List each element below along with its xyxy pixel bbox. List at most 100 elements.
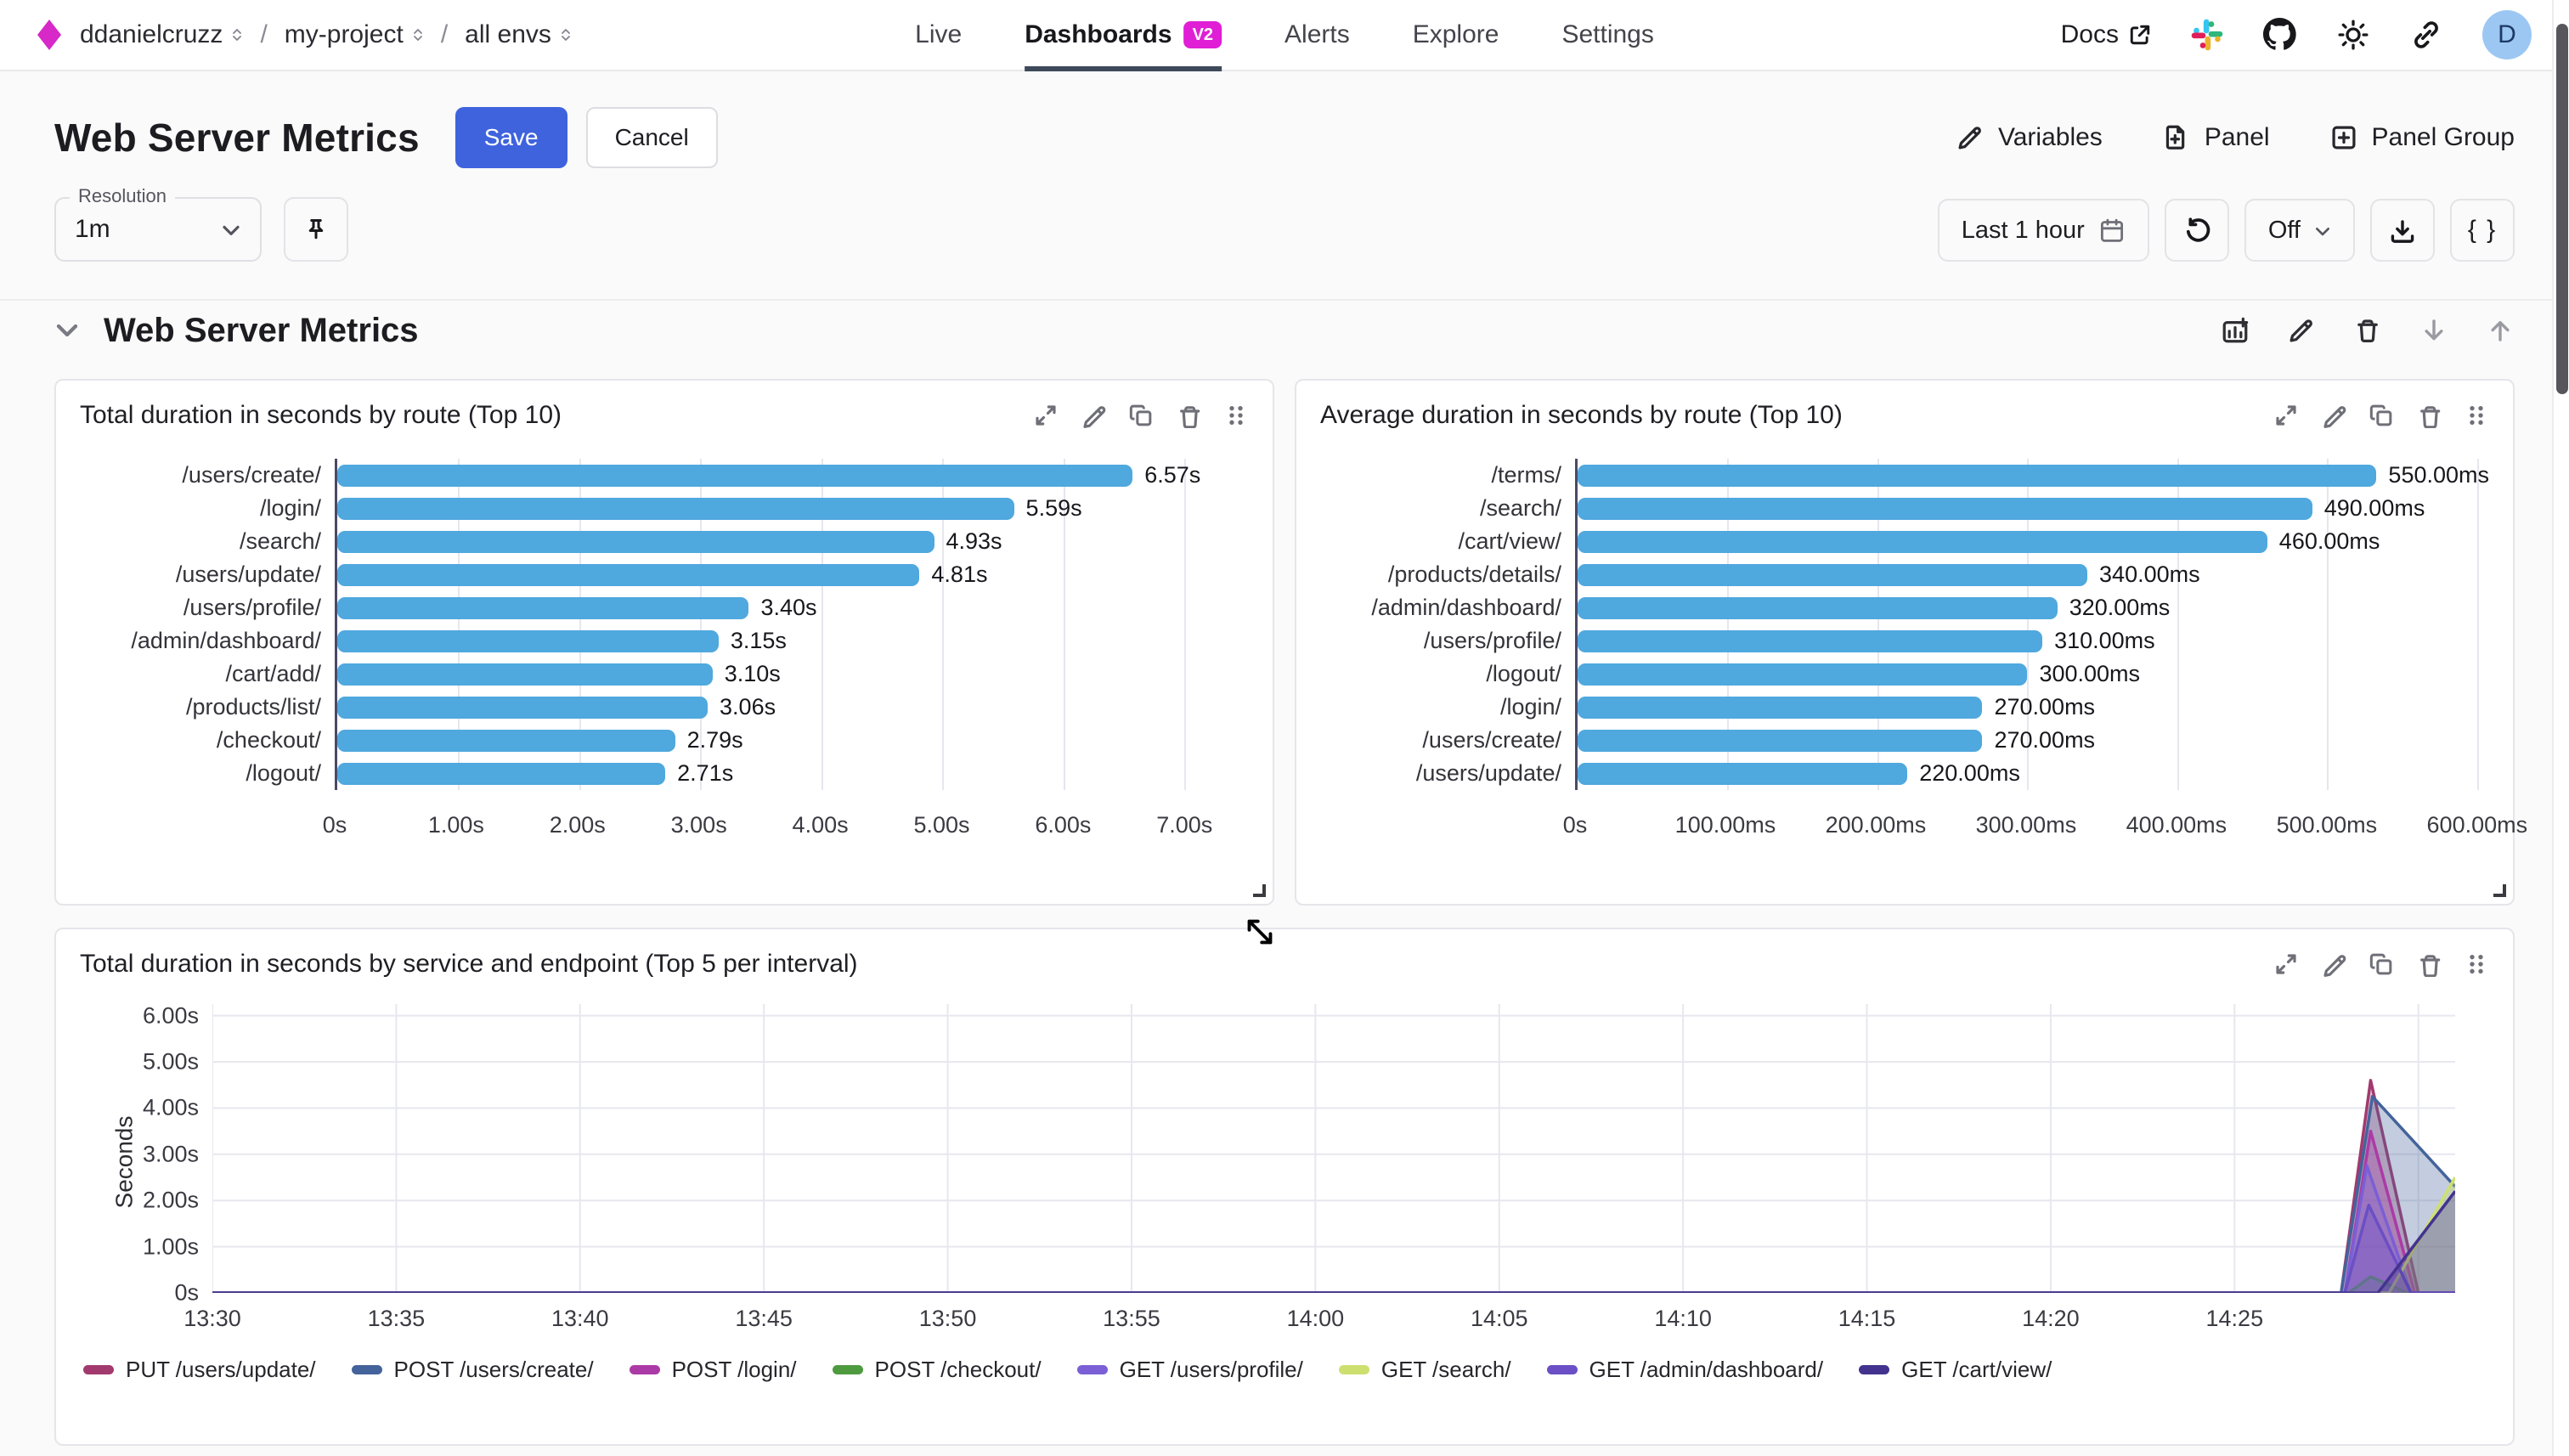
download-button[interactable] bbox=[2370, 199, 2435, 262]
delete-icon[interactable] bbox=[2416, 403, 2442, 428]
pin-resolution-button[interactable] bbox=[284, 197, 348, 262]
docs-link[interactable]: Docs bbox=[2061, 20, 2151, 49]
edit-icon[interactable] bbox=[2287, 316, 2316, 345]
panel-resize-handle[interactable] bbox=[1253, 884, 1266, 897]
drag-handle-icon[interactable] bbox=[2464, 403, 2489, 428]
move-up-icon[interactable] bbox=[2486, 316, 2515, 345]
series-area bbox=[212, 1277, 2455, 1293]
panel-resize-handle[interactable] bbox=[2493, 884, 2506, 897]
avatar[interactable]: D bbox=[2482, 10, 2532, 59]
refresh-button[interactable] bbox=[2164, 199, 2229, 262]
drag-handle-icon[interactable] bbox=[2464, 951, 2489, 977]
bar[interactable] bbox=[337, 497, 1014, 520]
chevron-down-icon bbox=[2315, 227, 2330, 235]
panel-group-button[interactable]: Panel Group bbox=[2329, 123, 2515, 152]
bar-row: 3.15s bbox=[337, 624, 1249, 657]
tab-live[interactable]: Live bbox=[915, 0, 962, 71]
bar[interactable] bbox=[1578, 729, 1983, 752]
delete-icon[interactable] bbox=[2416, 951, 2442, 977]
legend-item[interactable]: PUT /users/update/ bbox=[83, 1357, 316, 1383]
bar[interactable] bbox=[1578, 663, 2028, 686]
tab-alerts[interactable]: Alerts bbox=[1284, 0, 1350, 71]
project-selector[interactable]: my-project bbox=[285, 20, 424, 49]
add-panel-icon[interactable] bbox=[2221, 316, 2250, 345]
delete-icon[interactable] bbox=[2353, 316, 2382, 345]
legend-item[interactable]: GET /admin/dashboard/ bbox=[1546, 1357, 1824, 1383]
bar-value-label: 310.00ms bbox=[2054, 628, 2155, 653]
x-tick-label: 13:30 bbox=[184, 1306, 241, 1331]
legend-item[interactable]: POST /checkout/ bbox=[832, 1357, 1042, 1383]
bar[interactable] bbox=[337, 663, 713, 686]
bar[interactable] bbox=[337, 596, 749, 619]
panel-group-header: Web Server Metrics bbox=[0, 299, 2569, 360]
version-badge: V2 bbox=[1183, 21, 1222, 48]
legend-item[interactable]: POST /users/create/ bbox=[351, 1357, 594, 1383]
vertical-scrollbar[interactable] bbox=[2552, 0, 2569, 1456]
tab-dashboards[interactable]: Dashboards V2 bbox=[1025, 0, 1222, 71]
copy-icon[interactable] bbox=[2369, 951, 2394, 977]
json-view-button[interactable]: { } bbox=[2450, 199, 2515, 262]
legend-item[interactable]: GET /search/ bbox=[1338, 1357, 1511, 1383]
bar[interactable] bbox=[337, 629, 719, 652]
variables-button[interactable]: Variables bbox=[1956, 123, 2103, 152]
legend-item[interactable]: GET /users/profile/ bbox=[1076, 1357, 1303, 1383]
collapse-chevron-icon[interactable] bbox=[54, 320, 80, 341]
bar[interactable] bbox=[1578, 596, 2058, 619]
bar[interactable] bbox=[1578, 563, 2088, 586]
app-logo-icon bbox=[37, 20, 61, 50]
legend-swatch bbox=[1076, 1365, 1108, 1374]
expand-icon[interactable] bbox=[2273, 951, 2299, 977]
resolution-select[interactable]: Resolution 1m bbox=[54, 185, 262, 262]
time-range-button[interactable]: Last 1 hour bbox=[1937, 199, 2149, 262]
theme-sun-icon[interactable] bbox=[2336, 18, 2370, 52]
scrollbar-thumb[interactable] bbox=[2556, 24, 2568, 394]
expand-icon[interactable] bbox=[1033, 403, 1059, 428]
tab-label: Live bbox=[915, 20, 963, 48]
org-selector[interactable]: ddanielcruzz bbox=[80, 20, 243, 49]
bar[interactable] bbox=[337, 729, 675, 752]
select-updown-icon bbox=[561, 29, 570, 41]
copy-icon[interactable] bbox=[2369, 403, 2394, 428]
legend-label: GET /admin/dashboard/ bbox=[1589, 1357, 1824, 1382]
bar[interactable] bbox=[337, 696, 709, 719]
bar-value-label: 300.00ms bbox=[2039, 661, 2141, 686]
plus-square-icon bbox=[2332, 126, 2356, 150]
panel-header: Average duration in seconds by route (To… bbox=[1320, 401, 2489, 430]
bar[interactable] bbox=[1578, 497, 2312, 520]
save-button[interactable]: Save bbox=[455, 107, 567, 168]
tab-settings[interactable]: Settings bbox=[1561, 0, 1653, 71]
bar[interactable] bbox=[1578, 464, 2377, 487]
cancel-button[interactable]: Cancel bbox=[585, 107, 718, 168]
timeseries-chart: Seconds 0s 1.00s 2.00s 3.00s 4.00s 5.00s 6.00s bbox=[80, 1002, 2489, 1306]
edit-icon[interactable] bbox=[2321, 951, 2346, 977]
delete-icon[interactable] bbox=[1176, 403, 1201, 428]
github-icon[interactable] bbox=[2263, 18, 2297, 52]
edit-icon[interactable] bbox=[2321, 403, 2346, 428]
share-link-icon[interactable] bbox=[2409, 18, 2443, 52]
tab-explore[interactable]: Explore bbox=[1413, 0, 1499, 71]
bar-value-label: 2.79s bbox=[686, 727, 743, 753]
auto-refresh-select[interactable]: Off bbox=[2244, 199, 2355, 262]
bar[interactable] bbox=[337, 464, 1133, 487]
bar[interactable] bbox=[337, 530, 934, 553]
bar[interactable] bbox=[1578, 629, 2043, 652]
bar-plot-area: 6.57s 5.59s 4.93s 4.81s 3.40s 3.15s 3.10s 3.06s… bbox=[335, 459, 1249, 790]
copy-icon[interactable] bbox=[1128, 403, 1154, 428]
edit-icon[interactable] bbox=[1081, 403, 1106, 428]
expand-icon[interactable] bbox=[2273, 403, 2299, 428]
x-tick-label: 400.00ms bbox=[2126, 812, 2227, 838]
bar[interactable] bbox=[337, 762, 666, 785]
drag-handle-icon[interactable] bbox=[1223, 403, 1249, 428]
bar[interactable] bbox=[1578, 696, 1983, 719]
move-down-icon[interactable] bbox=[2419, 316, 2448, 345]
env-selector[interactable]: all envs bbox=[465, 20, 572, 49]
legend-item[interactable]: GET /cart/view/ bbox=[1859, 1357, 2052, 1383]
panel-button[interactable]: Panel bbox=[2162, 123, 2270, 152]
bar[interactable] bbox=[337, 563, 920, 586]
legend-item[interactable]: POST /login/ bbox=[629, 1357, 797, 1383]
bar[interactable] bbox=[1578, 762, 1908, 785]
bar-category-label: /search/ bbox=[1479, 495, 1561, 521]
bar[interactable] bbox=[1578, 530, 2267, 553]
slack-icon[interactable] bbox=[2190, 18, 2224, 52]
x-tick-label: 200.00ms bbox=[1825, 812, 1927, 838]
